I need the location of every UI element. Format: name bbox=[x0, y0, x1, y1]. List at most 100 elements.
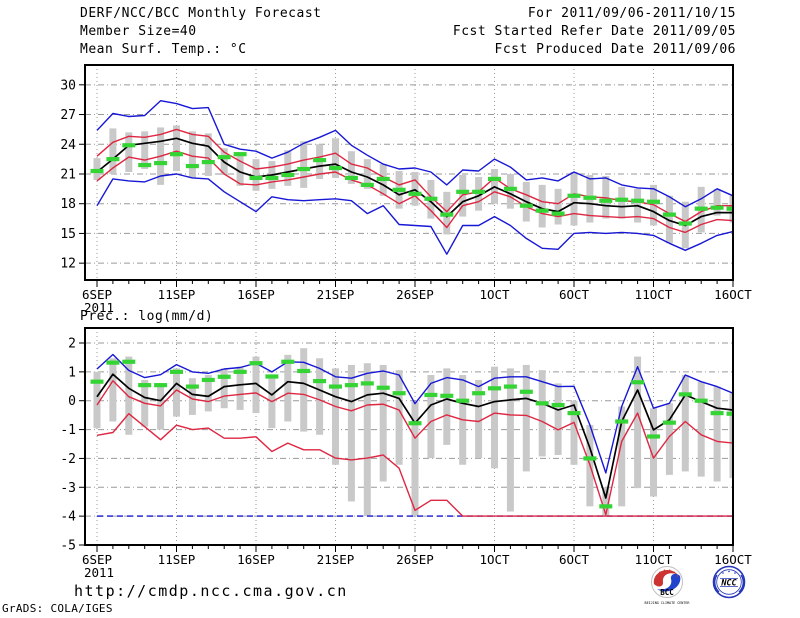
ensemble-spread-bar bbox=[125, 132, 133, 173]
x-tick-label: 11SEP bbox=[158, 287, 196, 302]
ensemble-spread-bar bbox=[109, 128, 117, 174]
ensemble-spread-bar bbox=[697, 381, 705, 477]
ensemble-spread-bar bbox=[347, 364, 355, 502]
precipitation-plot-area bbox=[90, 348, 733, 517]
ensemble-spread-bar bbox=[729, 393, 733, 479]
y-tick-label: -4 bbox=[60, 510, 76, 525]
ensemble-spread-bar bbox=[665, 403, 673, 475]
x-tick-label: 16SEP bbox=[237, 552, 275, 567]
header-right: For 2011/09/06-2011/10/15 Fcst Started R… bbox=[453, 5, 736, 59]
ensemble-spread-bar bbox=[411, 401, 419, 517]
bcc-swirl-red bbox=[653, 569, 678, 587]
ensemble-spread-bar bbox=[204, 375, 212, 412]
y-tick-label: -3 bbox=[60, 481, 76, 496]
x-tick-label: 1OCT bbox=[479, 287, 510, 302]
x-tick-label: 11OCT bbox=[635, 287, 673, 302]
ensemble-spread-bar bbox=[141, 131, 149, 170]
ensemble-spread-bar bbox=[602, 487, 610, 517]
ensemble-spread-bar bbox=[363, 363, 371, 517]
ensemble-spread-bar bbox=[363, 159, 371, 189]
x-tick-label: 6OCT bbox=[559, 287, 590, 302]
ensemble-spread-bar bbox=[506, 368, 514, 512]
y-tick-label: -1 bbox=[60, 423, 76, 438]
y-tick-label: 24 bbox=[60, 138, 76, 153]
ensemble-spread-bar bbox=[173, 125, 180, 172]
ensemble-spread-bar bbox=[618, 186, 626, 219]
x-tick-label: 1OCT bbox=[479, 552, 510, 567]
ensemble-spread-bar bbox=[252, 356, 260, 414]
ensemble-spread-bar bbox=[109, 358, 117, 422]
ensemble-spread-bar bbox=[554, 188, 562, 225]
y-tick-label: 2 bbox=[68, 337, 76, 352]
ncc-rim-mark bbox=[734, 572, 736, 574]
ensemble-spread-bar bbox=[427, 375, 435, 459]
envelope-min-line bbox=[96, 173, 733, 255]
y-tick-label: 1 bbox=[68, 365, 76, 380]
forecast-range-label: For 2011/09/06-2011/10/15 bbox=[527, 6, 736, 21]
x-tick-label: 16OCT bbox=[714, 287, 752, 302]
ensemble-spread-bar bbox=[634, 356, 642, 489]
variable-label: Mean Surf. Temp.: °C bbox=[80, 42, 247, 57]
ncc-wreath-right bbox=[738, 574, 744, 593]
plot-frame bbox=[84, 64, 734, 281]
mean-surface-temperature-chart: 30 27 24 21 18 15 12 6SEP 11SEP 16SEP 21SEP 26SEP 1O… bbox=[60, 64, 752, 315]
ncc-inner-circle bbox=[716, 569, 742, 595]
y-tick-label: 0 bbox=[68, 394, 76, 409]
ensemble-spread-bar bbox=[570, 172, 578, 226]
website-url: http://cmdp.ncc.cma.gov.cn bbox=[74, 582, 348, 600]
ensemble-spread-bar bbox=[236, 366, 244, 410]
ensemble-spread-bar bbox=[570, 400, 578, 465]
y-tick-label: 27 bbox=[60, 108, 76, 123]
ensemble-spread-bar bbox=[316, 358, 324, 435]
ensemble-spread-bar bbox=[713, 386, 721, 482]
header-left: DERF/NCC/BCC Monthly Forecast Member Siz… bbox=[80, 5, 321, 59]
plus-sigma-line bbox=[96, 380, 733, 516]
bcc-rim-mark bbox=[655, 575, 658, 577]
fcst-start-date-label: Fcst Started Refer Date 2011/09/05 bbox=[452, 24, 736, 39]
page-title: DERF/NCC/BCC Monthly Forecast bbox=[80, 6, 322, 21]
ensemble-spread-bar bbox=[395, 370, 403, 465]
y-tick-label: -2 bbox=[60, 452, 76, 467]
x-tick-label: 21SEP bbox=[317, 287, 355, 302]
ensemble-spread-bar bbox=[618, 406, 626, 507]
ensemble-spread-bar bbox=[284, 354, 292, 422]
ensemble-spread-bar bbox=[554, 383, 562, 455]
y-tick-label: 15 bbox=[60, 227, 76, 242]
mean-surface-temperature-plot-area bbox=[90, 99, 733, 255]
x-tick-label: 16OCT bbox=[714, 552, 752, 567]
bcc-rim-mark bbox=[663, 569, 666, 572]
y-tick-label: 21 bbox=[60, 167, 76, 182]
ensemble-spread-bar bbox=[188, 378, 196, 415]
x-tick-label: 26SEP bbox=[396, 287, 434, 302]
x-tick-label: 11OCT bbox=[635, 552, 673, 567]
fcst-produced-date-label: Fcst Produced Date 2011/09/06 bbox=[494, 42, 736, 57]
x-year-label: 2011 bbox=[84, 565, 114, 580]
ensemble-spread-bar bbox=[538, 370, 546, 457]
precipitation-chart: 2 1 0 -1 -2 -3 -4 -5 6SEP 11SEP 16SEP 21SEP 26SEP 1OC… bbox=[60, 327, 752, 580]
ensemble-spread-bar bbox=[522, 364, 530, 472]
x-tick-label: 6SEP bbox=[82, 287, 112, 302]
y-tick-label: 12 bbox=[60, 257, 76, 272]
x-tick-label: 6OCT bbox=[559, 552, 590, 567]
bcc-logo-caption: BEIJING CLIMATE CENTER bbox=[645, 601, 691, 605]
ensemble-spread-bar bbox=[300, 348, 308, 432]
ncc-logo-text: NCC bbox=[720, 579, 737, 589]
ensemble-spread-bar bbox=[220, 368, 228, 409]
footer-logos: BCC BEIJING CLIMATE CENTER NCC bbox=[645, 565, 746, 605]
bcc-swirl-blue bbox=[657, 573, 681, 592]
ensemble-spread-bar bbox=[538, 184, 546, 228]
y-tick-label: 30 bbox=[60, 78, 76, 93]
ensemble-spread-bar bbox=[713, 188, 721, 216]
ensemble-mean-line bbox=[96, 137, 733, 227]
ensemble-spread-bar bbox=[332, 368, 339, 465]
ensemble-spread-bar bbox=[125, 356, 133, 435]
ensemble-spread-bar bbox=[236, 152, 244, 186]
precip-chart-title: Prec.: log(mm/d) bbox=[80, 309, 214, 324]
bcc-logo: BCC BEIJING CLIMATE CENTER bbox=[645, 566, 691, 605]
ensemble-spread-bar bbox=[491, 366, 498, 469]
y-tick-label: -5 bbox=[60, 539, 76, 554]
x-tick-label: 6SEP bbox=[82, 552, 112, 567]
plot-frame bbox=[84, 327, 734, 546]
